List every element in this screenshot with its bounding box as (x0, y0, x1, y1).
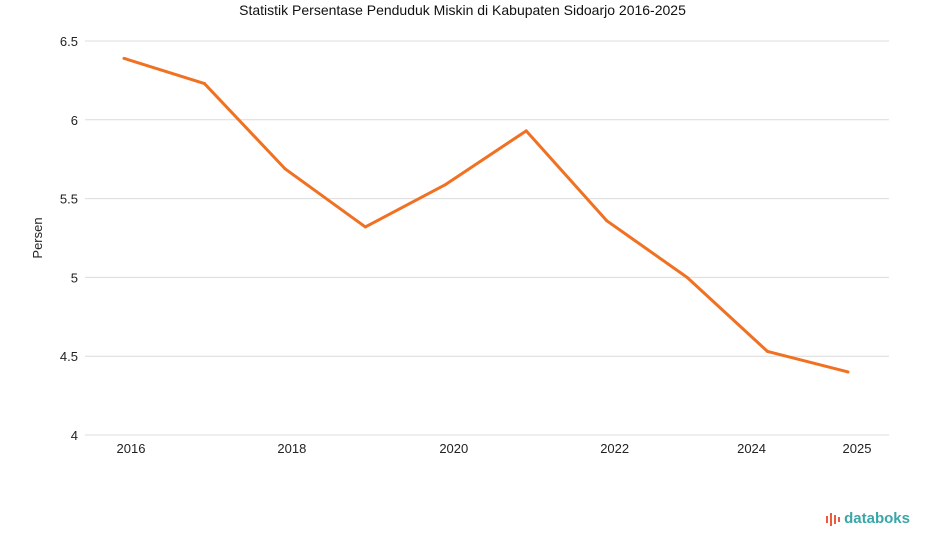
databoks-logo-icon (826, 512, 841, 526)
data-point (766, 349, 770, 353)
y-tick-label: 5.5 (60, 192, 78, 207)
data-point (283, 167, 287, 171)
data-point (122, 56, 126, 60)
x-tick-label: 2016 (117, 441, 146, 456)
x-tick-label: 2018 (277, 441, 306, 456)
y-tick-label: 4 (71, 428, 78, 443)
data-point (524, 129, 528, 133)
y-tick-label: 4.5 (60, 349, 78, 364)
y-tick-label: 6 (71, 113, 78, 128)
chart-title: Statistik Persentase Penduduk Miskin di … (239, 2, 686, 18)
data-point (605, 219, 609, 223)
y-tick-label: 6.5 (60, 34, 78, 49)
x-tick-label: 2024 (737, 441, 766, 456)
y-axis-label: Persen (30, 217, 45, 258)
x-tick-label: 2020 (439, 441, 468, 456)
data-point (444, 182, 448, 186)
y-tick-label: 5 (71, 270, 78, 285)
data-line (123, 56, 849, 374)
data-point (202, 82, 206, 86)
x-tick-label: 2025 (843, 441, 872, 456)
databoks-logo-text: databoks (844, 510, 910, 527)
data-point (846, 370, 850, 374)
databoks-logo[interactable]: databoks (825, 510, 910, 527)
x-tick-label: 2022 (600, 441, 629, 456)
data-point (363, 225, 367, 229)
data-point (685, 275, 689, 279)
